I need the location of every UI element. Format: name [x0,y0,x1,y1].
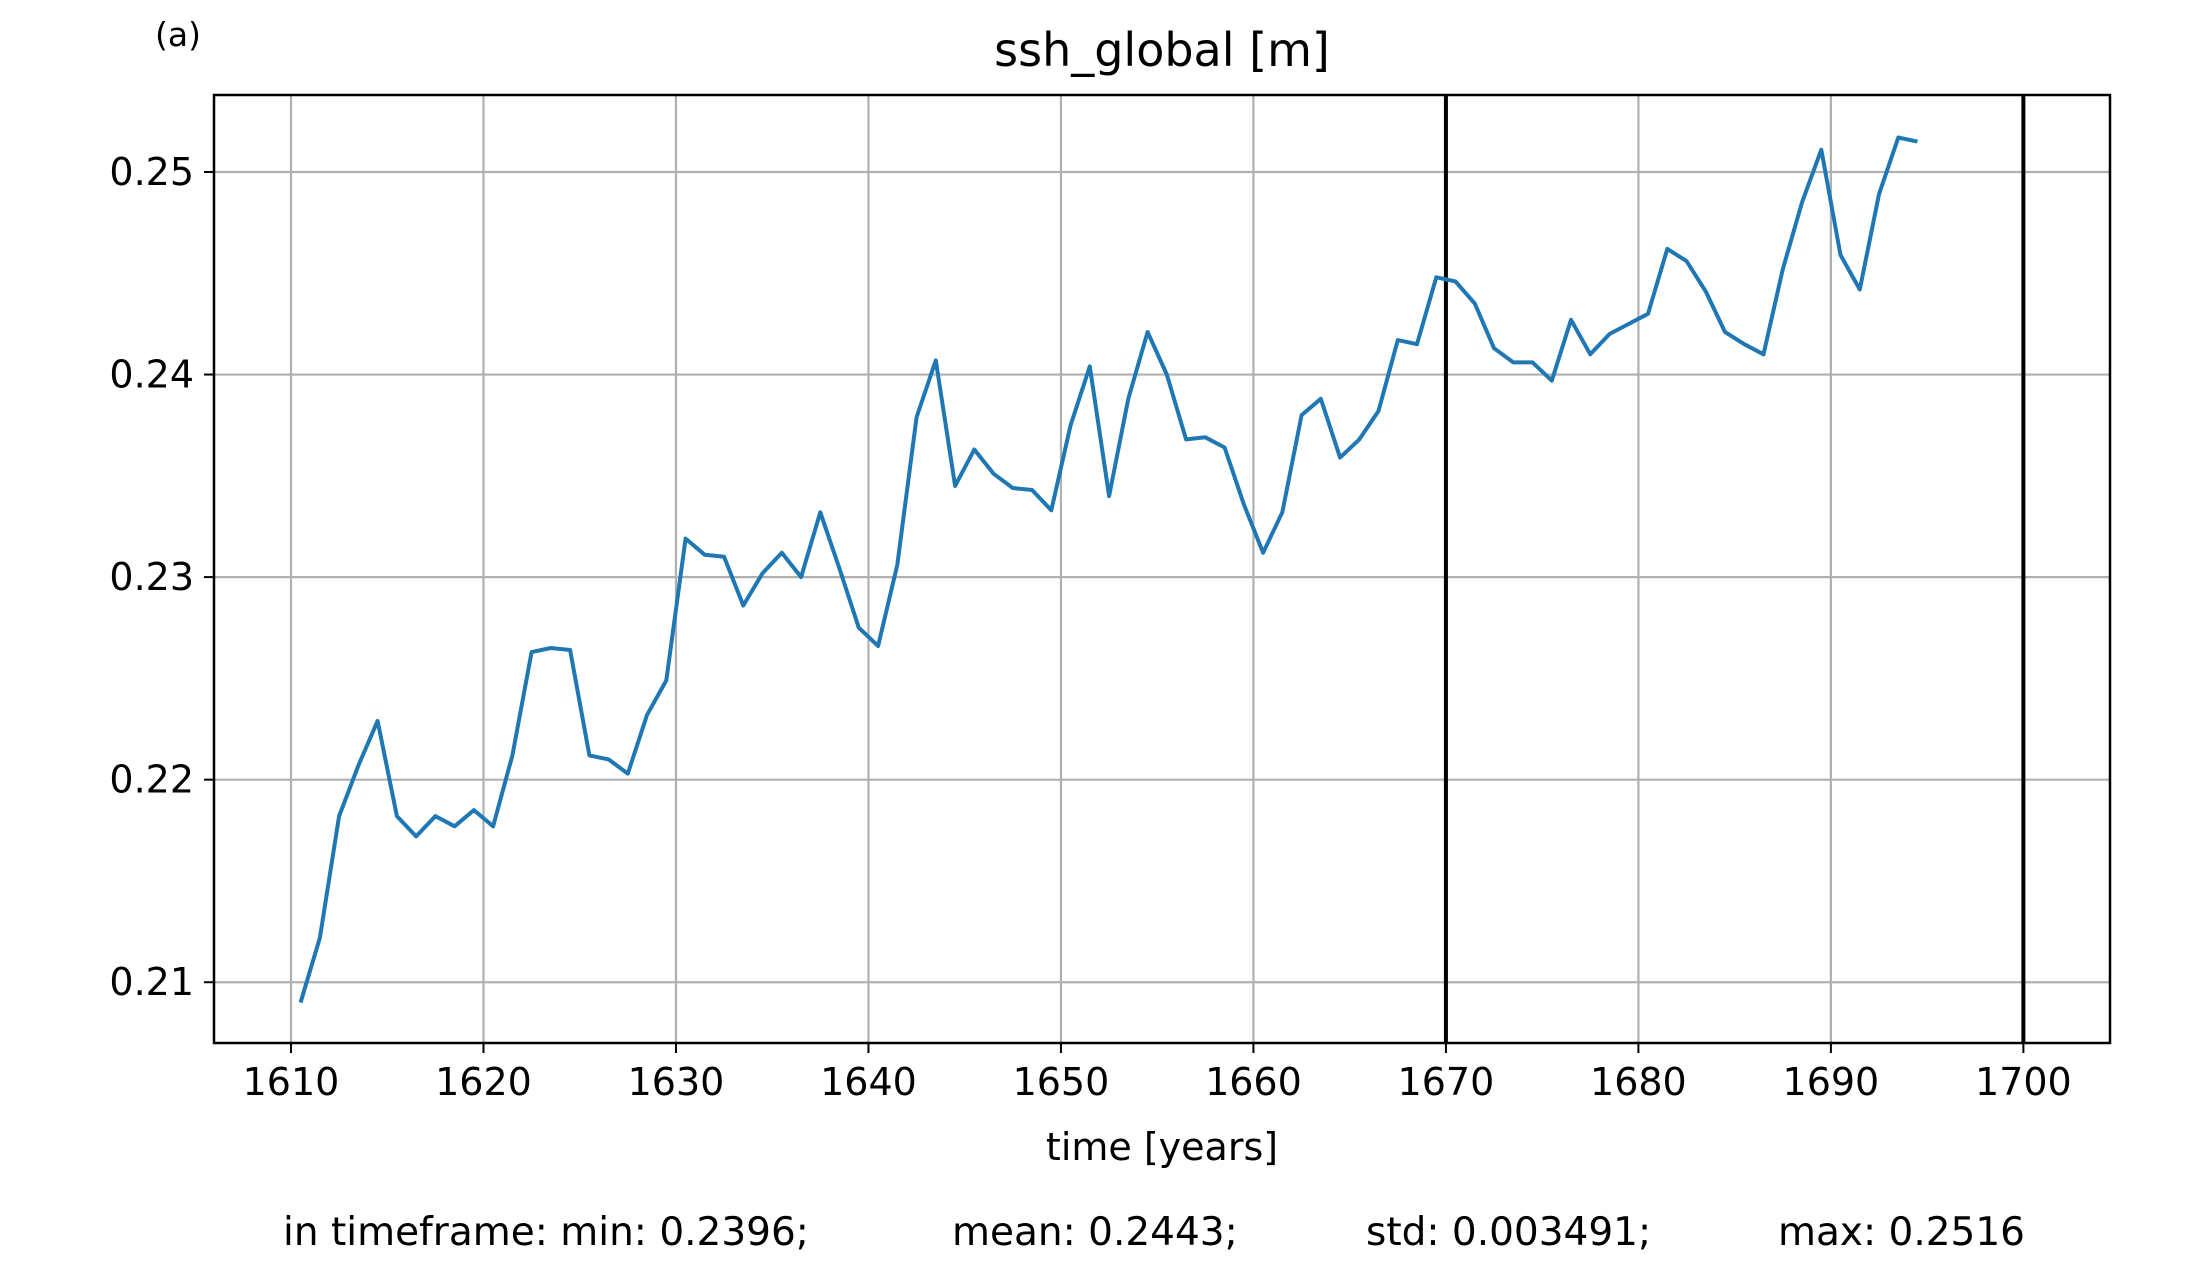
y-tick-label: 0.24 [109,353,194,397]
x-tick-label: 1680 [1590,1060,1687,1104]
series-line [298,135,1918,1004]
stats-mean: mean: 0.2443; [952,1210,1238,1255]
chart-title: ssh_global [m] [994,23,1330,77]
y-tick-label: 0.21 [109,960,194,1004]
plot-frame [212,93,2112,1045]
grid [214,95,2110,1043]
y-tick-label: 0.25 [109,150,194,194]
x-tick-label: 1620 [435,1060,532,1104]
x-tick-label: 1610 [243,1060,340,1104]
y-tick-label: 0.22 [109,758,194,802]
x-tick-label: 1650 [1013,1060,1110,1104]
y-ticks: 0.21 0.22 0.23 0.24 0.25 [109,150,214,1004]
stats-max: max: 0.2516 [1778,1210,2025,1255]
x-tick-label: 1670 [1398,1060,1495,1104]
panel-label: (a) [155,15,201,54]
x-tick-label: 1630 [628,1060,725,1104]
series [298,135,1918,1004]
x-tick-label: 1640 [820,1060,917,1104]
stats-min: in timeframe: min: 0.2396; [283,1210,809,1255]
x-tick-label: 1660 [1205,1060,1302,1104]
reference-lines [1443,95,2026,1043]
x-axis-label: time [years] [1046,1125,1278,1169]
x-ticks: 1610 1620 1630 1640 1650 1660 1670 1680 1690 1700 [243,1043,2072,1104]
stats-std: std: 0.003491; [1366,1210,1652,1255]
x-tick-label: 1700 [1975,1060,2072,1104]
y-tick-label: 0.23 [109,555,194,599]
x-tick-label: 1690 [1783,1060,1880,1104]
